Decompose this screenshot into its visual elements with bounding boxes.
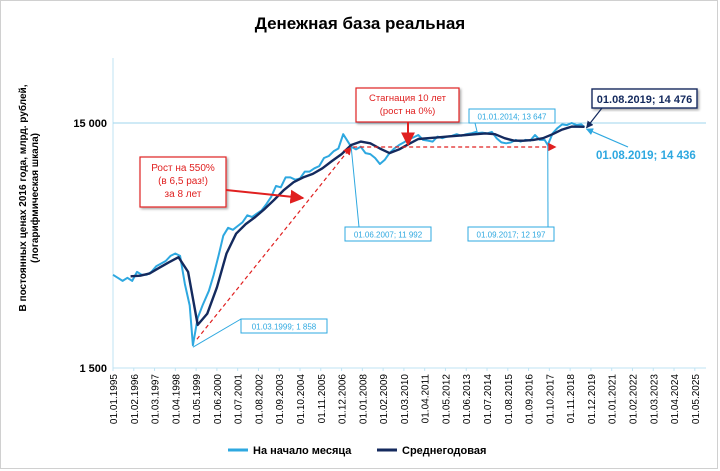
legend-label-annual: Среднегодовая xyxy=(402,445,486,457)
point-label-1999-03: 01.03.1999; 1 858 xyxy=(240,318,328,334)
end-label-annual-leader xyxy=(586,107,603,129)
x-tick-label: 01.02.2022 xyxy=(628,374,639,424)
point-label-1999-03-box xyxy=(240,318,328,334)
x-tick-label: 01.01.2008 xyxy=(358,374,369,424)
point-label-2014-01-box xyxy=(468,108,556,124)
point-label-2007-06-text: 01.06.2007; 11 992 xyxy=(354,231,423,240)
end-label-monthly-text: 01.08.2019; 14 436 xyxy=(596,150,696,162)
end-label-annual-box xyxy=(591,88,698,109)
x-tick-label: 01.03.2010 xyxy=(400,374,411,424)
growth-arrow xyxy=(196,146,352,340)
x-tick-label: 01.04.1998 xyxy=(171,374,182,424)
stagnation-callout: Стагнация 10 лет (рост на 0%) xyxy=(355,87,460,123)
y-axis-label-line1: В постоянных ценах 2016 года, млрд. рубл… xyxy=(17,84,29,311)
x-tick-label: 01.04.2024 xyxy=(670,374,681,424)
x-tick-label: 01.06.2013 xyxy=(462,374,473,424)
growth-callout-box xyxy=(139,156,227,208)
y-axis-label: В постоянных ценах 2016 года, млрд. рубл… xyxy=(17,84,41,311)
point-label-leader xyxy=(192,318,242,348)
x-tick-label: 01.08.2002 xyxy=(254,374,265,424)
point-label-2007-06: 01.06.2007; 11 992 xyxy=(344,226,432,242)
x-tick-label: 01.08.2015 xyxy=(504,374,515,424)
y-tick-label: 15 000 xyxy=(73,118,107,130)
y-axis-label-line2: (логарифмическая шкала) xyxy=(29,133,41,263)
point-label-2017-09-box xyxy=(467,226,555,242)
growth-callout-text: за 8 лет xyxy=(165,189,202,200)
point-label-2014-01-text: 01.01.2014; 13 647 xyxy=(478,113,548,122)
stagnation-callout-text: (рост на 0%) xyxy=(380,106,436,117)
chart-title: Денежная база реальная xyxy=(255,14,465,33)
growth-callout-text: (в 6,5 раз!) xyxy=(158,176,208,187)
point-label-2017-09: 01.09.2017; 12 197 xyxy=(467,226,555,242)
point-label-leader xyxy=(474,122,478,134)
x-tick-label: 01.03.2023 xyxy=(649,374,660,424)
x-axis: 01.01.1995 01.02.1996 01.03.1997 01.04.1998… xyxy=(109,368,702,424)
x-tick-label: 01.07.2001 xyxy=(234,374,245,424)
stagnation-callout-box xyxy=(355,87,460,123)
end-label-annual: 01.08.2019; 14 476 xyxy=(591,88,698,109)
plot-area: 1 500 15 000 xyxy=(73,58,706,375)
series-line-annual xyxy=(130,125,585,327)
x-tick-label: 01.07.2014 xyxy=(483,374,494,424)
point-label-2017-09-text: 01.09.2017; 12 197 xyxy=(477,231,547,240)
x-tick-label: 01.10.2017 xyxy=(545,374,556,424)
x-tick-label: 01.02.2009 xyxy=(379,374,390,424)
point-label-2007-06-box xyxy=(344,226,432,242)
x-tick-label: 01.10.2004 xyxy=(296,374,307,424)
point-label-1999-03-text: 01.03.1999; 1 858 xyxy=(252,323,317,332)
y-tick-label: 1 500 xyxy=(79,363,107,375)
annotations: Рост на 550% (в 6,5 раз!) за 8 лет Стагнаци… xyxy=(139,87,698,348)
x-tick-label: 01.06.2000 xyxy=(213,374,224,424)
x-tick-label: 01.05.2012 xyxy=(441,374,452,424)
x-tick-label: 01.12.2019 xyxy=(587,374,598,424)
legend: На начало месяца Среднегодовая xyxy=(228,445,486,457)
stagnation-callout-text: Стагнация 10 лет xyxy=(369,93,447,104)
series-line-monthly xyxy=(112,122,586,347)
end-label-monthly: 01.08.2019; 14 436 xyxy=(596,150,696,162)
growth-callout-pointer xyxy=(225,189,305,204)
point-label-leader xyxy=(350,146,360,228)
growth-callout-text: Рост на 550% xyxy=(151,163,215,174)
x-tick-label: 01.12.2006 xyxy=(338,374,349,424)
x-tick-label: 01.09.2003 xyxy=(275,374,286,424)
end-label-monthly-leader xyxy=(585,128,629,148)
x-tick-label: 01.04.2011 xyxy=(421,374,432,424)
x-tick-label: 01.11.2018 xyxy=(566,374,577,424)
x-tick-label: 01.02.1996 xyxy=(130,374,141,424)
x-tick-label: 01.11.2005 xyxy=(317,374,328,424)
growth-callout: Рост на 550% (в 6,5 раз!) за 8 лет xyxy=(139,156,227,208)
legend-label-monthly: На начало месяца xyxy=(253,445,352,457)
x-tick-label: 01.05.1999 xyxy=(192,374,203,424)
point-label-2014-01: 01.01.2014; 13 647 xyxy=(468,108,556,124)
end-label-annual-text: 01.08.2019; 14 476 xyxy=(597,94,692,106)
x-tick-label: 01.03.1997 xyxy=(151,374,162,424)
x-tick-label: 01.09.2016 xyxy=(525,374,536,424)
x-tick-label: 01.05.2025 xyxy=(691,374,702,424)
x-tick-label: 01.01.1995 xyxy=(109,374,120,424)
x-tick-label: 01.01.2021 xyxy=(608,374,619,424)
